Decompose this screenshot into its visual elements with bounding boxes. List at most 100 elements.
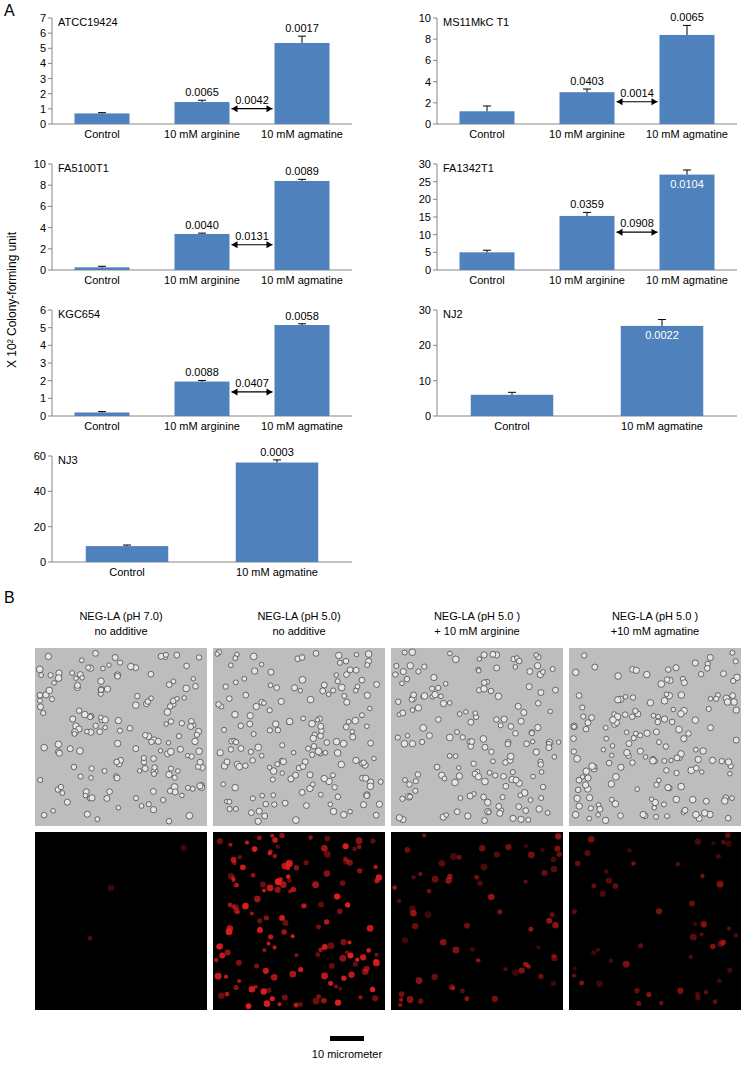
cell [475,774,481,780]
marks [460,170,715,270]
y-tick [48,33,52,34]
fluorescent-cell [716,854,721,859]
fluorescent-cell [600,891,606,897]
error-bar [98,266,106,267]
y-tick [48,93,52,94]
cell [41,710,46,715]
cell [416,669,421,674]
fluorescent-cell [266,988,272,994]
cell [55,741,62,748]
fluorescent-cell [286,860,293,867]
bar-chart: 0246810MS11MkC T1Control10 mM arginine10… [419,11,737,140]
fluorescent-cell [627,848,631,852]
image-background [569,648,741,826]
cell [250,796,255,801]
cell [182,696,187,701]
cell [592,664,598,670]
cell [343,658,349,664]
cell [526,817,531,822]
comparison-arrow [617,229,658,236]
y-tick-label: 0 [40,118,46,130]
error-stem [587,212,588,216]
cell [469,739,475,745]
cell [171,679,176,684]
fluorescent-cell [257,835,262,840]
cell [608,781,614,787]
y-tick-label: 7 [40,12,46,24]
cell [401,740,408,747]
cell [663,744,668,749]
fluorescent-cell [254,896,261,903]
bar [175,102,230,124]
y-tick-label: 1 [40,392,46,404]
fluorescent-cell [237,979,241,983]
fluorescent-cell [234,883,239,888]
cell [354,652,359,657]
brightfield-image [213,648,385,826]
cell [404,676,410,682]
fluorescent-cell [232,861,236,865]
cell [48,673,53,678]
cell [348,809,353,814]
fluorescent-cell [355,958,359,962]
fluorescent-cell [329,963,335,969]
fluorescent-cell [579,981,584,986]
cell [477,657,481,661]
p-value: 0.0104 [670,178,704,190]
cell [160,797,165,802]
cell [260,793,265,798]
cell [529,731,534,736]
y-tick [48,18,52,19]
cell [189,718,195,724]
fluorescent-cell [279,833,285,839]
cell [36,666,43,673]
cell [272,802,277,807]
cell [674,755,680,761]
y-tick-label: 0 [40,264,46,276]
cell [180,793,185,798]
x-tick-label: 10 mM arginine [549,128,625,140]
cell [315,748,322,755]
cell [37,698,42,703]
cell [610,753,614,757]
comparison-arrow [232,241,273,248]
cell [350,734,356,740]
cell [505,741,511,747]
fluorescent-cell [427,889,432,894]
cell [571,723,578,730]
bar [236,463,319,562]
cell [516,658,522,664]
comparison-p-value: 0.0042 [235,94,269,106]
cell [656,714,661,719]
y-axis [437,18,438,124]
marks [75,179,330,270]
cell [622,712,628,718]
column-header: + 10 mM arginine [434,625,519,637]
fluorescence-image [569,832,741,1010]
y-tick [433,102,437,103]
cell [457,712,462,717]
fluorescent-cell [596,980,603,987]
cell [78,774,83,779]
bar-chart: 0204060NJ3Control10 mM agmatine0.0003 [34,446,352,578]
cell [481,652,487,658]
cell [82,711,89,718]
fluorescent-cell [315,952,320,957]
p-value: 0.0065 [670,11,704,23]
cell [585,720,591,726]
cell [270,777,275,782]
cell [615,673,622,680]
fluorescent-cell [254,963,259,968]
cell [644,730,650,736]
cell [538,690,544,696]
arrow-head [232,388,238,395]
x-tick-label: Control [109,566,144,578]
fluorescent-cell [407,996,414,1003]
cell [725,815,731,821]
fluorescent-cell [272,945,276,949]
arrow-head [232,105,238,112]
cell [460,735,465,740]
image-background [391,832,563,1010]
cell [637,748,643,754]
cell [410,708,415,713]
